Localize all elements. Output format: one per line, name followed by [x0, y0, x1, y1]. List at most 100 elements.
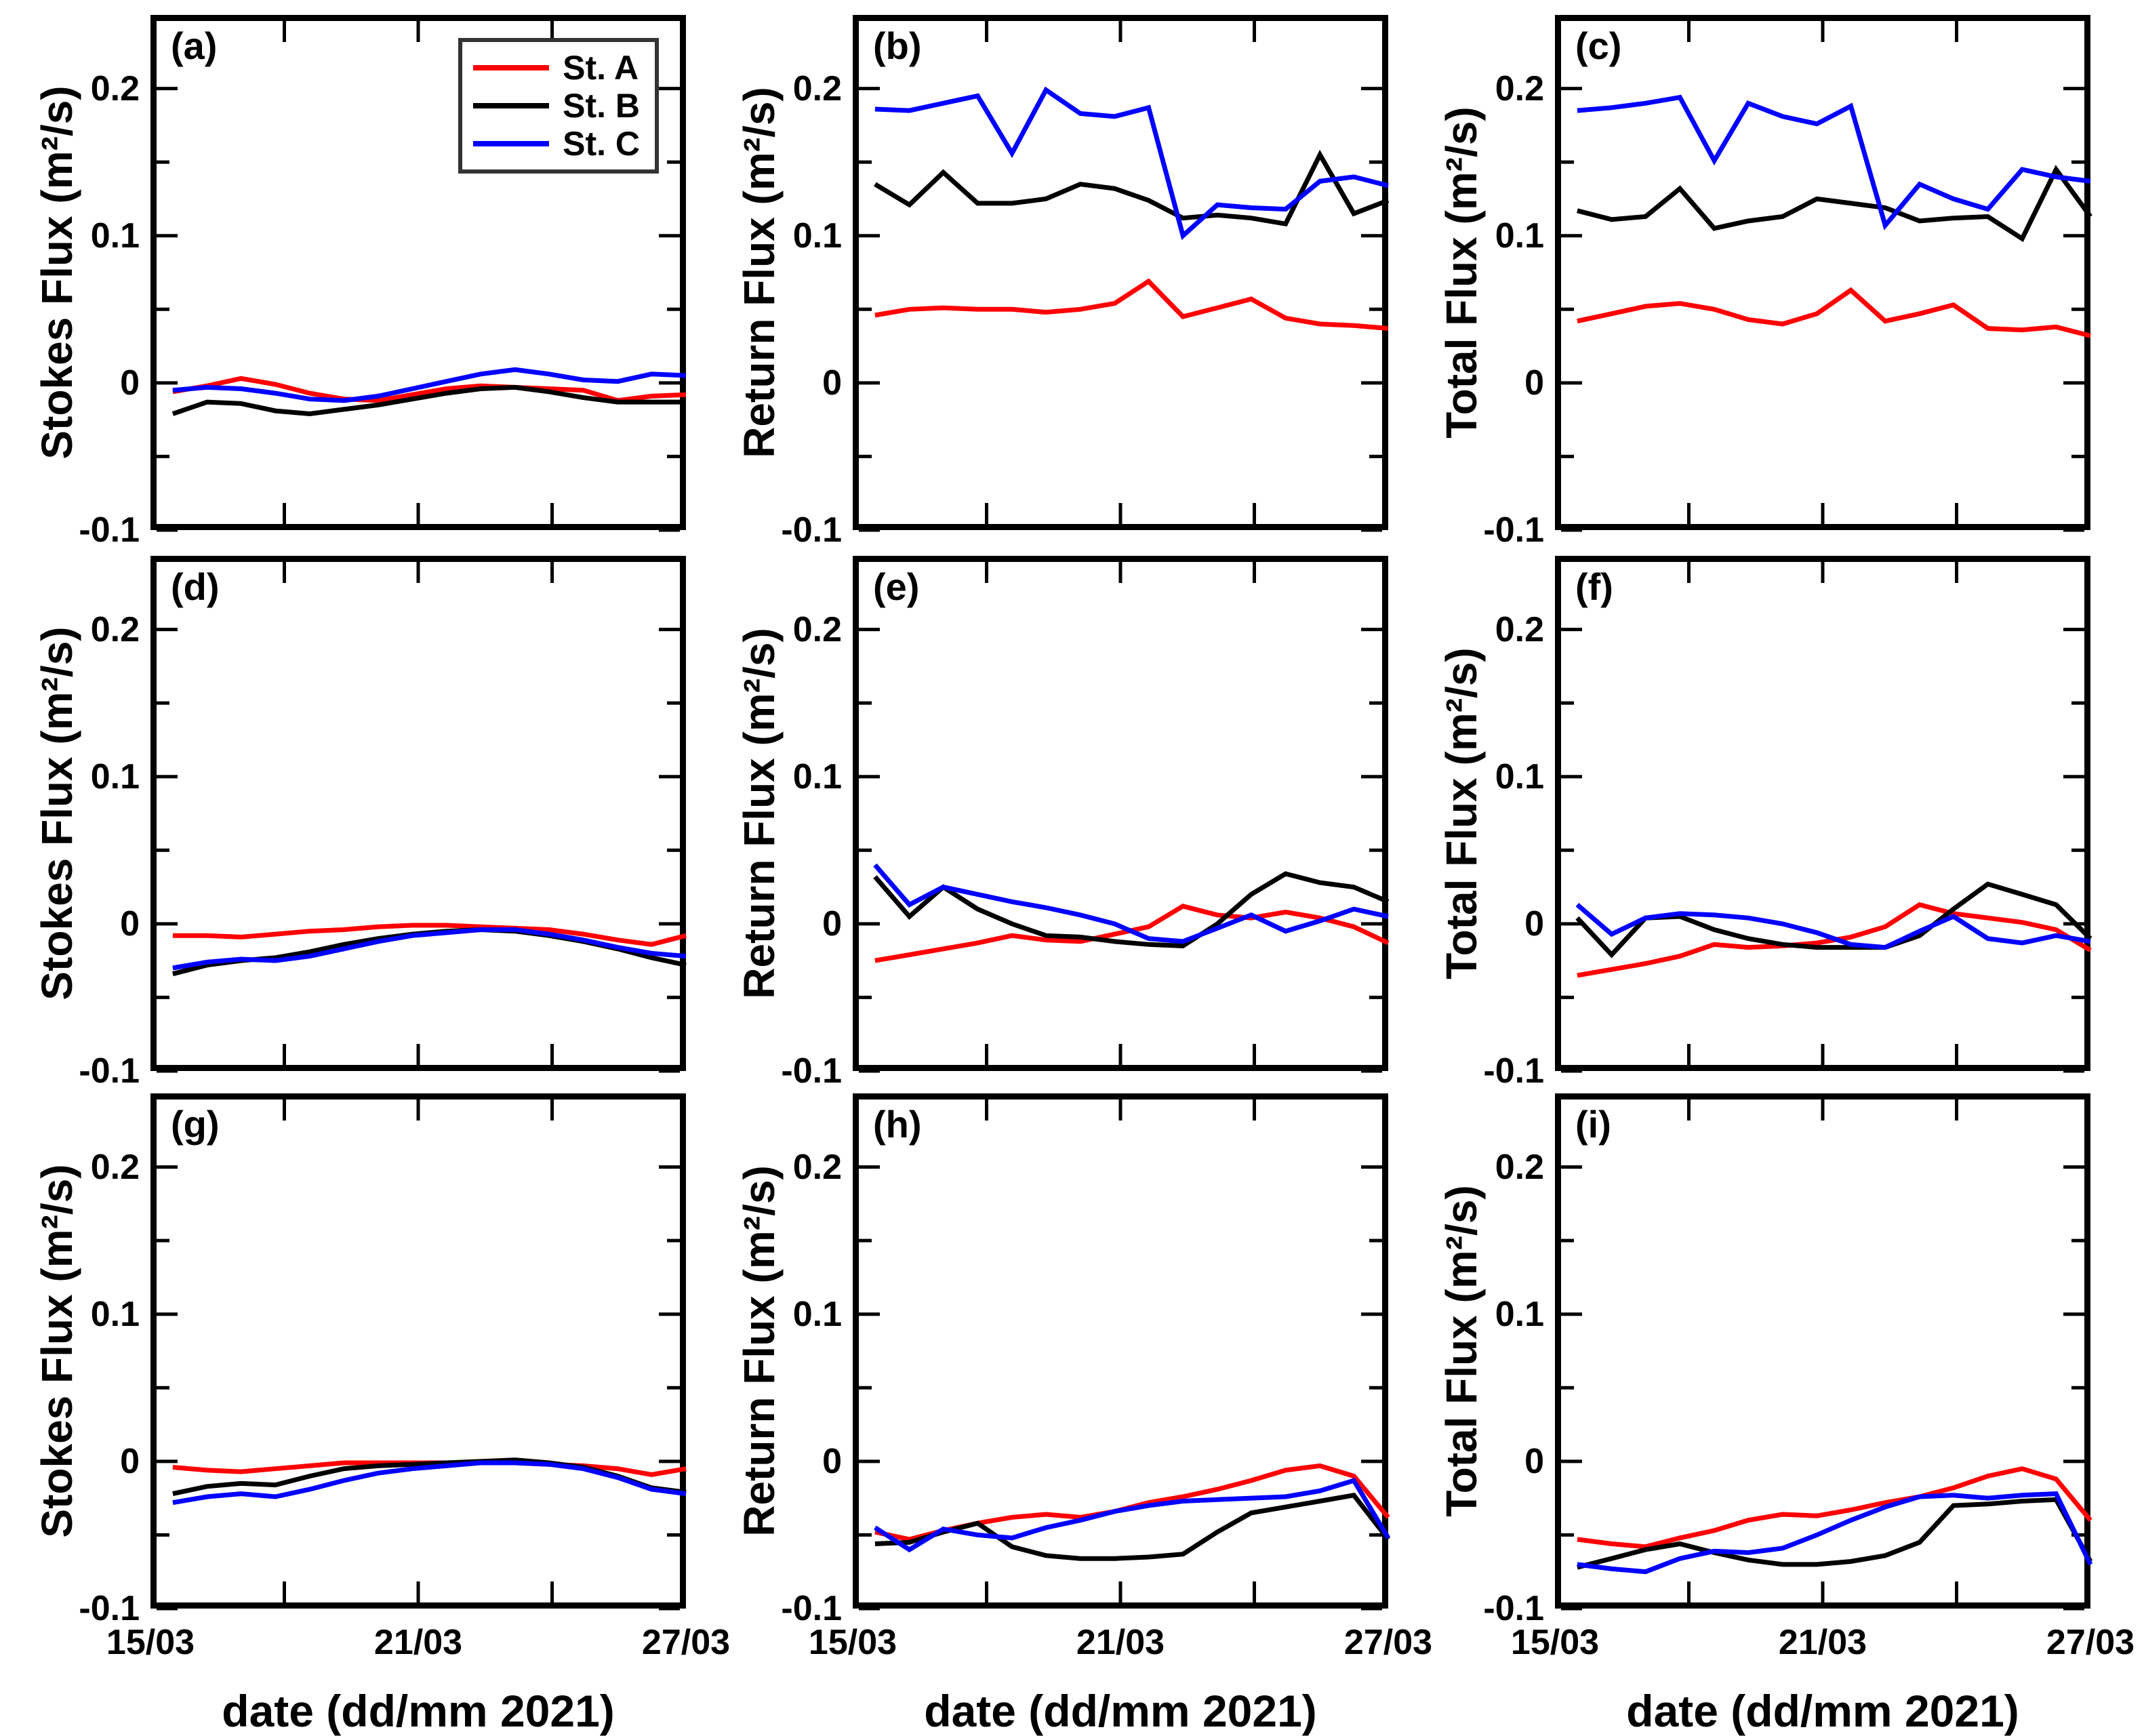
y-tick-label: 0.1 — [792, 1294, 842, 1334]
y-tick-label: 0.2 — [90, 68, 140, 108]
legend-line-swatch-st-c — [473, 141, 550, 146]
series-line-st-c — [874, 1477, 1391, 1553]
x-tick-label: 21/03 — [373, 1623, 463, 1662]
y-axis-label-f: Total Flux (m²/s) — [1437, 647, 1486, 980]
series-line-st-c — [172, 367, 687, 403]
x-axis-label: date (dd/mm 2021) — [222, 1686, 615, 1736]
axis-frame — [1555, 556, 2090, 1071]
series-line-st-a — [172, 923, 687, 947]
y-tick-label: 0 — [822, 1441, 842, 1481]
y-tick-label: 0 — [822, 363, 842, 403]
x-tick-label: 21/03 — [1076, 1623, 1165, 1662]
series-line-st-b — [874, 149, 1390, 227]
x-tick-label: 21/03 — [1778, 1623, 1867, 1662]
x-axis-label: date (dd/mm 2021) — [924, 1686, 1317, 1736]
plot-area-h — [853, 1093, 1391, 1611]
y-tick-label: 0 — [1524, 1441, 1544, 1481]
y-axis-label-g: Stokes Flux (m²/s) — [33, 1164, 81, 1538]
y-axis-label-d: Stokes Flux (m²/s) — [33, 626, 81, 1001]
series-line-st-a — [874, 278, 1389, 331]
y-axis-label-c: Total Flux (m²/s) — [1437, 106, 1486, 439]
y-tick-label: 0 — [120, 904, 140, 944]
panel-b: (b) Return Flux (m²/s) 0.2 0.1 0 -0.1 — [735, 15, 1390, 548]
y-tick-label: 0.1 — [1495, 1294, 1544, 1334]
legend-item-st-b: St. B — [473, 88, 640, 123]
y-tick-label: 0.1 — [792, 216, 842, 256]
y-tick-label: 0.1 — [90, 1294, 140, 1334]
panel-i: (i) Total Flux (m²/s) 0.2 0.1 0 -0.1 15/03 21… — [1437, 1093, 2135, 1733]
panel-a: (a) Stokes Flux (m²/s) St. A St. B St. C… — [33, 15, 687, 548]
series-line-st-a — [1577, 1466, 2092, 1550]
series-line-st-c — [1575, 902, 2091, 950]
y-tick-label: -0.1 — [79, 1589, 140, 1628]
series-line-st-c — [1577, 94, 2091, 230]
y-tick-label: 0.2 — [792, 1147, 842, 1187]
y-tick-label: -0.1 — [781, 1051, 842, 1091]
axis-frame — [1555, 15, 2090, 530]
axis-frame — [150, 15, 686, 530]
legend-label-st-c: St. C — [563, 125, 640, 163]
y-tick-label: 0 — [1524, 904, 1544, 944]
series-line-st-c — [873, 863, 1389, 944]
legend-label-st-b: St. B — [563, 87, 640, 125]
plot-area-g — [150, 1093, 687, 1611]
y-tick-label: -0.1 — [79, 1051, 140, 1091]
plot-area-b — [853, 15, 1390, 532]
series-line-st-c — [172, 1460, 687, 1506]
y-tick-label: -0.1 — [79, 510, 140, 550]
x-tick-label: 27/03 — [641, 1623, 731, 1662]
panel-letter-a: (a) — [171, 24, 218, 67]
y-tick-label: 0.2 — [792, 68, 842, 108]
axis-frame — [853, 556, 1388, 1071]
y-tick-label: 0.1 — [90, 216, 140, 256]
legend-item-st-a: St. A — [473, 50, 640, 85]
series-line-st-b — [874, 1492, 1390, 1561]
x-tick-label: 15/03 — [106, 1623, 195, 1662]
axis-frame — [853, 1093, 1388, 1609]
y-tick-label: -0.1 — [1483, 1051, 1544, 1091]
axis-frame — [853, 15, 1388, 530]
y-tick-label: 0 — [120, 363, 140, 403]
legend-item-st-c: St. C — [473, 126, 640, 161]
y-tick-label: 0.2 — [792, 609, 842, 649]
y-tick-label: 0.2 — [90, 609, 140, 649]
panel-letter-d: (d) — [171, 565, 220, 608]
legend-label-st-a: St. A — [563, 49, 639, 87]
y-tick-label: 0 — [1524, 363, 1544, 403]
y-axis-label-h: Return Flux (m²/s) — [735, 1165, 784, 1537]
y-tick-label: -0.1 — [781, 1589, 842, 1628]
series-line-st-b — [873, 871, 1390, 948]
axis-frame — [150, 556, 686, 1071]
panel-g: (g) Stokes Flux (m²/s) 0.2 0.1 0 -0.1 15/03 2… — [33, 1093, 730, 1733]
series-line-st-c — [874, 86, 1389, 241]
y-axis-label-e: Return Flux (m²/s) — [735, 628, 784, 999]
y-tick-label: 0.2 — [1495, 1147, 1544, 1187]
y-tick-label: 0.1 — [1495, 216, 1544, 256]
y-tick-label: 0.1 — [90, 756, 140, 796]
panel-c: (c) Total Flux (m²/s) 0.2 0.1 0 -0.1 — [1437, 15, 2092, 548]
y-tick-label: 0 — [822, 904, 842, 944]
panel-letter-g: (g) — [171, 1103, 220, 1146]
series-line-st-c — [1577, 1491, 2093, 1575]
panel-letter-f: (f) — [1575, 565, 1613, 608]
panel-letter-h: (h) — [873, 1103, 922, 1146]
x-axis-label: date (dd/mm 2021) — [1626, 1686, 2019, 1736]
series-line-st-c — [172, 927, 687, 971]
plot-area-i — [1555, 1093, 2093, 1611]
y-tick-label: -0.1 — [1483, 510, 1544, 550]
series-line-st-b — [1577, 165, 2092, 243]
panel-letter-e: (e) — [873, 565, 920, 608]
panel-letter-i: (i) — [1575, 1103, 1611, 1146]
series-line-st-b — [171, 384, 686, 417]
series-line-st-a — [172, 376, 687, 403]
x-tick-label: 27/03 — [1343, 1623, 1433, 1662]
panel-letter-b: (b) — [873, 24, 922, 67]
panel-h: (h) Return Flux (m²/s) 0.2 0.1 0 -0.1 15/03 2… — [735, 1093, 1432, 1733]
legend: St. A St. B St. C — [458, 38, 659, 174]
legend-line-swatch-st-b — [473, 103, 550, 108]
plot-area-f — [1555, 556, 2092, 1073]
y-tick-label: 0 — [120, 1441, 140, 1481]
y-tick-label: -0.1 — [781, 510, 842, 550]
y-tick-label: 0.2 — [1495, 68, 1544, 108]
